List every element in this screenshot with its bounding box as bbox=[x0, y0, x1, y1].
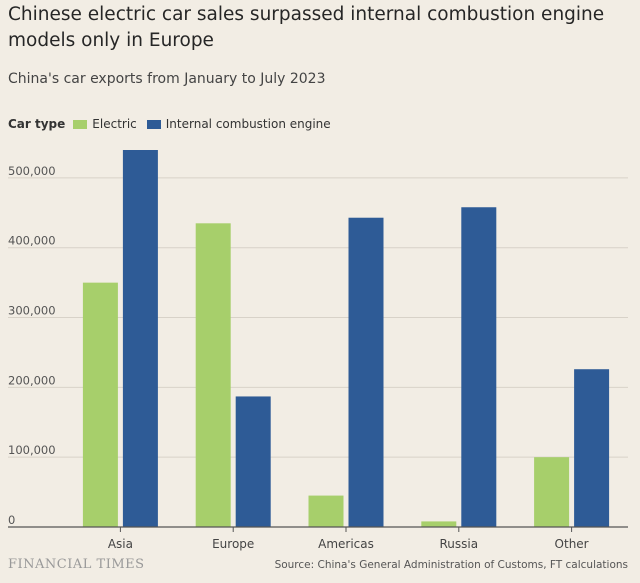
y-tick-label: 100,000 bbox=[8, 443, 56, 457]
chart-subtitle: China's car exports from January to July… bbox=[8, 71, 326, 87]
legend-swatch-electric bbox=[73, 119, 88, 129]
legend: Car type Electric Internal combustion en… bbox=[8, 117, 341, 131]
bar-ice-other bbox=[574, 369, 610, 527]
y-tick-label: 0 bbox=[8, 513, 15, 527]
y-tick-label: 400,000 bbox=[8, 234, 56, 248]
bar-ice-russia bbox=[461, 207, 497, 527]
bar-electric-other bbox=[534, 457, 570, 527]
source-note: Source: China's General Administration o… bbox=[274, 559, 628, 571]
legend-item-electric: Electric bbox=[73, 117, 137, 131]
bar-electric-europe bbox=[195, 223, 231, 528]
x-tick-label: Russia bbox=[439, 537, 478, 551]
x-tick-label: Europe bbox=[212, 537, 254, 551]
legend-item-ice: Internal combustion engine bbox=[146, 117, 331, 131]
y-tick-label: 500,000 bbox=[8, 164, 56, 178]
bar-chart: 0 100,000 200,000 300,000 400,000 500,000 Asia… bbox=[8, 150, 628, 551]
x-tick-label: Americas bbox=[318, 537, 374, 551]
footer-brand: FINANCIAL TIMES bbox=[8, 557, 145, 572]
bar-electric-asia bbox=[82, 282, 118, 527]
y-tick-label: 200,000 bbox=[8, 373, 56, 387]
chart-title: Chinese electric car sales surpassed int… bbox=[8, 4, 605, 51]
legend-label-electric: Electric bbox=[92, 117, 137, 131]
bar-ice-europe bbox=[235, 396, 271, 527]
bar-electric-russia bbox=[421, 521, 457, 527]
bar-electric-americas bbox=[308, 495, 344, 527]
legend-label-ice: Internal combustion engine bbox=[165, 117, 331, 131]
legend-swatch-ice bbox=[146, 119, 161, 129]
legend-title: Car type bbox=[8, 117, 66, 131]
x-tick-label: Asia bbox=[108, 537, 133, 551]
y-tick-label: 300,000 bbox=[8, 304, 56, 318]
bar-ice-asia bbox=[122, 150, 158, 527]
x-tick-label: Other bbox=[555, 537, 589, 551]
bar-ice-americas bbox=[348, 217, 384, 527]
